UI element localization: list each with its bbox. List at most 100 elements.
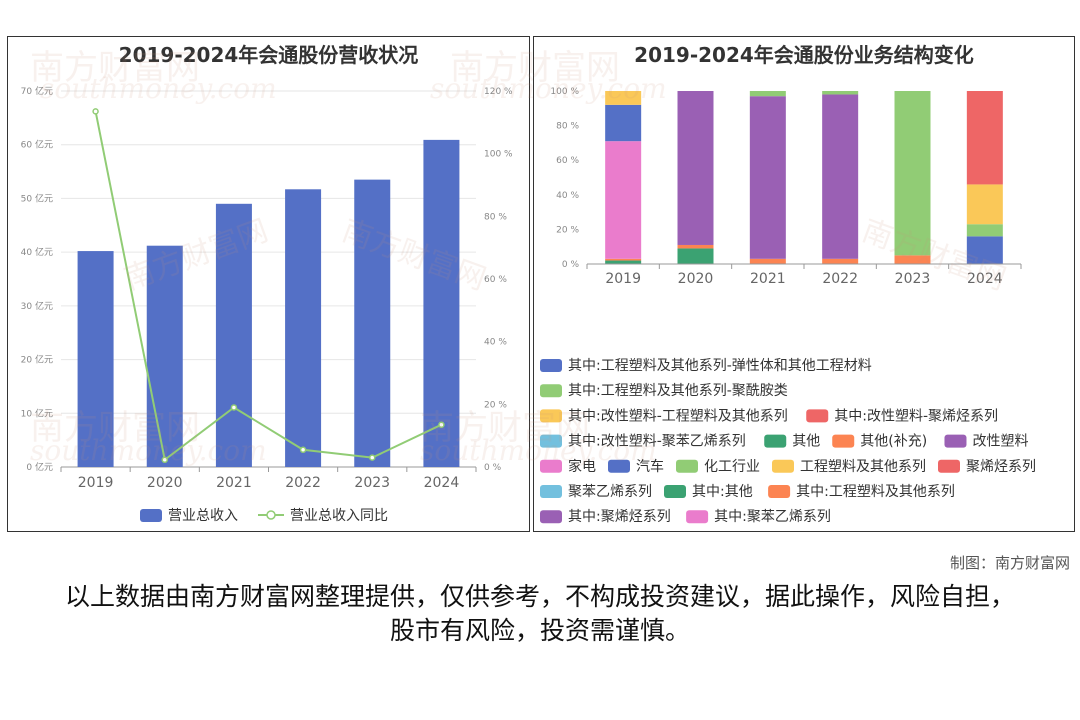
y-tick-label: 40 % [556,191,579,201]
legend-swatch [676,459,698,473]
legend-swatch [772,459,794,473]
stack-segment [822,91,859,95]
stack-segment [966,91,1003,185]
legend-label: 其中:聚烯烃系列 [568,509,671,525]
legend-swatch [540,359,562,372]
x-tick-label: 2023 [895,271,931,287]
legend-label: 其他 [792,434,820,450]
legend-line-marker [266,510,276,520]
y-left-tick-label: 20 亿元 [21,354,53,366]
revenue-bar [423,139,460,467]
legend-label: 其中:工程塑料及其他系列-弹性体和其他工程材料 [568,358,872,374]
x-tick-label: 2020 [678,271,714,287]
legend-swatch [764,434,787,448]
stack-segment [749,91,786,97]
y-right-tick-label: 20 % [484,400,507,410]
legend-label: 聚烯烃系列 [966,459,1036,475]
x-tick-label: 2022 [822,271,858,287]
structure-chart-title: 2019-2024年会通股份业务结构变化 [634,43,974,67]
revenue-bar [146,245,183,467]
yoy-point [369,454,376,461]
legend-label: 其中:改性塑料-工程塑料及其他系列 [568,408,788,424]
y-left-tick-label: 10 亿元 [21,407,53,419]
stack-segment [605,260,642,264]
legend-swatch [768,485,791,498]
y-right-tick-label: 0 % [484,463,502,473]
y-right-tick-label: 120 % [484,87,513,97]
stack-segment [605,258,642,261]
revenue-chart: 0 亿元 10 亿元 20 亿元 30 亿元 40 亿元 50 亿元 60 亿元 70 亿元 0… [21,85,513,524]
structure-chart-panel: 2019-2024年会通股份业务结构变化 0 % 20 % 40 % 60 % 80 %… [533,36,1075,532]
legend-label: 其中:改性塑料-聚苯乙烯系列 [568,433,746,450]
legend-swatch [540,485,562,498]
yoy-line [94,111,442,462]
y-left-tick-label: 30 亿元 [21,300,53,312]
y-tick-label: 80 % [556,122,579,132]
revenue-chart-panel: 2019-2024年会通股份营收状况 0 亿元 10 亿元 20 亿元 30 亿元 40… [7,36,530,532]
revenue-bar [354,179,391,467]
revenue-bar [215,203,252,468]
y-left-tick-label: 70 亿元 [21,85,53,97]
stack-segment [966,184,1003,225]
stack-segment [605,104,642,142]
stack-segment [677,248,714,264]
legend-label: 其中:工程塑料及其他系列 [796,484,955,500]
stack-segment [894,255,931,264]
legend-swatch [806,409,829,423]
legend-swatch [540,510,562,524]
legend-swatch [540,409,562,423]
x-tick-label: 2022 [285,475,321,491]
stack-segment [894,91,931,256]
stack-segment [749,258,786,264]
legend-bar-swatch [140,509,162,522]
x-tick-label: 2024 [967,271,1003,287]
x-tick-label: 2021 [750,271,786,287]
stack-segment [605,91,642,105]
y-left-tick-label: 50 亿元 [21,192,53,204]
legend-label: 其中:其他 [692,484,753,500]
x-tick-label: 2024 [424,475,460,491]
legend-label: 其中:工程塑料及其他系列-聚酰胺类 [568,383,788,399]
yoy-point [92,108,99,115]
stack-segment [822,258,859,264]
legend-swatch [540,434,562,448]
y-tick-label: 20 % [556,225,579,235]
x-tick-label: 2020 [147,475,183,491]
legend-label: 其他(补充) [860,434,927,450]
yoy-point [230,404,238,411]
x-tick-label: 2019 [78,475,114,491]
y-right-tick-label: 80 % [484,212,507,222]
x-tick-label: 2023 [354,475,390,491]
x-tick-label: 2019 [605,271,641,287]
yoy-point [438,421,445,428]
y-right-tick-label: 40 % [484,338,507,348]
y-left-tick-label: 40 亿元 [21,246,53,258]
legend-swatch [540,384,562,398]
legend-swatch [944,434,967,448]
structure-chart: 0 % 20 % 40 % 60 % 80 % 100 % 2019 2020 2021 2022… [540,87,1036,525]
legend-swatch [664,485,686,498]
legend-label: 聚苯乙烯系列 [568,483,652,500]
y-tick-label: 0 % [562,260,580,270]
revenue-chart-title: 2019-2024年会通股份营收状况 [118,43,419,67]
legend-line-label: 营业总收入同比 [290,508,388,524]
stack-segment [677,91,714,245]
legend-label: 其中:改性塑料-聚烯烃系列 [834,408,998,424]
revenue-bar [285,189,322,467]
y-right-tick-label: 100 % [484,150,513,160]
legend-label: 工程塑料及其他系列 [800,459,926,475]
stack-segment [966,224,1003,237]
x-tick-label: 2021 [216,475,252,491]
disclaimer-text: 以上数据由南方财富网整理提供，仅供参考，不构成投资建议，据此操作，风险自担，股市… [64,582,1015,645]
y-right-tick-label: 60 % [484,275,507,285]
legend-swatch [540,459,562,473]
legend-label: 其中:聚苯乙烯系列 [714,508,831,525]
stack-segment [605,141,642,259]
stack-segment [749,96,786,259]
stack-segment [822,94,859,259]
y-left-tick-label: 0 亿元 [26,461,53,473]
y-left-tick-label: 60 亿元 [21,139,53,151]
stack-segment [677,244,714,249]
y-tick-label: 60 % [556,156,579,166]
legend-swatch [686,510,709,524]
